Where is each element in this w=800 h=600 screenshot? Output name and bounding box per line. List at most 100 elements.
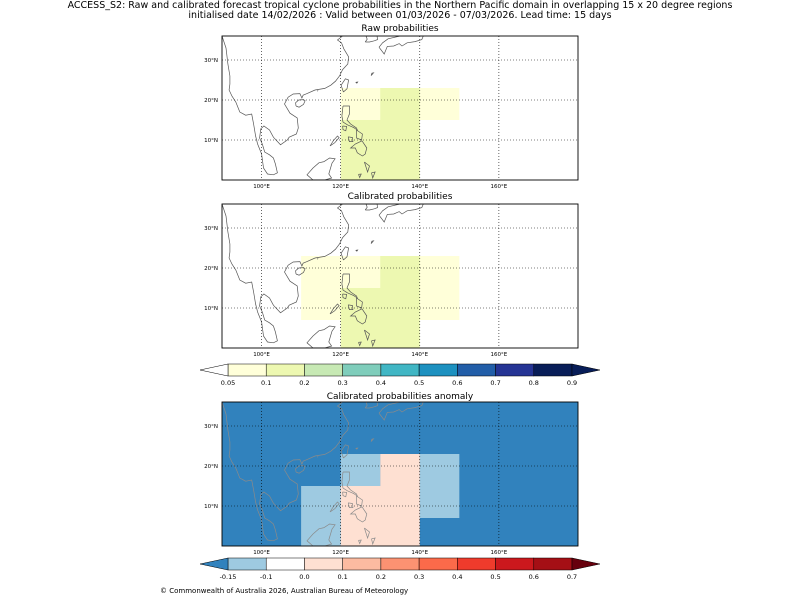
colorbar-tick-label: 0.5 <box>490 573 500 581</box>
coastline-island <box>340 78 349 93</box>
colorbar-anomaly: -0.15 -0.1 0.0 0.1 0.2 0.3 0.4 0.5 0.6 0.7 <box>199 557 601 581</box>
lat-tick-label: 20°N <box>204 266 218 272</box>
colorbar-tick-label: -0.15 <box>220 573 237 581</box>
map-frame <box>221 401 579 547</box>
colorbar-segment <box>304 363 343 377</box>
map-frame <box>221 35 579 181</box>
coastline-island <box>364 161 370 174</box>
colorbar-extend-high <box>571 557 601 571</box>
coastline-mainland <box>222 402 349 542</box>
colorbar-extend-high <box>571 363 601 377</box>
colorbar-tick-label: 0.7 <box>567 573 577 581</box>
colorbar-segment <box>457 557 496 571</box>
header-line-2: initialised date 14/02/2026 : Valid betw… <box>188 10 612 21</box>
coastline-island <box>342 125 348 132</box>
coastline-island <box>370 240 375 244</box>
lat-tick-label: 30°N <box>204 58 218 64</box>
panel-title-anomaly: Calibrated probabilities anomaly <box>326 392 474 402</box>
lon-tick-label: 160°E <box>491 550 508 556</box>
colorbar-extend-low <box>199 557 229 571</box>
probability-cell <box>340 288 420 348</box>
map-frame <box>221 203 579 349</box>
coastline-island <box>356 129 363 141</box>
coastline-island <box>317 456 319 458</box>
probability-cell <box>301 486 341 546</box>
lon-tick-label: 100°E <box>253 352 270 358</box>
coastline-island <box>371 171 376 180</box>
colorbar-segment <box>418 557 458 571</box>
colorbar-tick-label: 0.8 <box>529 379 539 387</box>
colorbar-tick-label: -0.1 <box>260 573 273 581</box>
coastline-mainland <box>222 204 349 344</box>
colorbar-tick-label: 0.1 <box>261 379 271 387</box>
coastline-island <box>358 341 362 347</box>
coastline-island <box>342 491 348 498</box>
coastline-island <box>370 438 375 442</box>
colorbar-tick-label: 0.9 <box>567 379 577 387</box>
colorbar-segment <box>533 557 573 571</box>
colorbar-segment <box>457 363 496 377</box>
colorbar-tick-label: 0.7 <box>490 379 500 387</box>
coastline-island <box>306 325 336 348</box>
colorbar-tick-label: 0.5 <box>414 379 424 387</box>
coastline-island <box>371 537 376 546</box>
colorbar-extend-low <box>199 363 229 377</box>
lon-tick-label: 100°E <box>253 550 270 556</box>
coastline-island <box>355 249 359 252</box>
coastline-island <box>329 501 340 513</box>
lat-tick-label: 10°N <box>204 504 218 510</box>
colorbar-tick-label: 0.0 <box>299 573 309 581</box>
coastline-island <box>317 90 319 92</box>
colorbar-segment <box>418 363 458 377</box>
probability-cell <box>380 256 420 288</box>
colorbar-tick-label: 0.6 <box>452 379 462 387</box>
colorbar-tick-label: 0.6 <box>529 573 539 581</box>
coastline-island <box>370 72 375 76</box>
lon-tick-label: 160°E <box>491 184 508 190</box>
colorbar-tick-label: 0.1 <box>337 573 347 581</box>
lon-tick-label: 140°E <box>411 352 428 358</box>
coastline-island <box>341 105 359 131</box>
map-panel-2: 100°E 120°E 140°E 160°E 10°N 20°N 30°N <box>204 203 579 358</box>
lon-tick-label: 140°E <box>411 184 428 190</box>
colorbar-probability: 0.05 0.1 0.2 0.3 0.4 0.5 0.6 0.7 0.8 0.9 <box>199 363 601 387</box>
colorbar-tick-label: 0.4 <box>452 573 462 581</box>
coastline-island <box>295 465 306 474</box>
coastline-island <box>364 204 378 211</box>
colorbar-segment <box>342 363 382 377</box>
colorbar-segment <box>265 363 305 377</box>
coastline-island <box>378 402 424 421</box>
colorbar-tick-label: 0.3 <box>337 379 347 387</box>
colorbar-tick-label: 0.2 <box>299 379 309 387</box>
map-panel-3: 100°E 120°E 140°E 160°E 10°N 20°N 30°N <box>204 401 579 556</box>
lat-tick-label: 30°N <box>204 424 218 430</box>
probability-cell <box>380 454 420 486</box>
coastline-island <box>364 402 378 409</box>
coastline-island <box>356 495 363 507</box>
colorbar-segment <box>380 363 420 377</box>
colorbar-tick-label: 0.2 <box>376 573 386 581</box>
coastline-island <box>329 303 340 315</box>
colorbar-segment <box>227 363 267 377</box>
coastline-island <box>306 157 336 180</box>
copyright-footer: © Commonwealth of Australia 2026, Austra… <box>160 587 409 595</box>
header-line-1: ACCESS_S2: Raw and calibrated forecast t… <box>67 0 733 11</box>
lat-tick-label: 20°N <box>204 464 218 470</box>
coastline-island <box>364 527 370 540</box>
lat-tick-label: 10°N <box>204 306 218 312</box>
coastline-island <box>356 297 363 309</box>
coastline-island <box>355 447 359 450</box>
coastline-island <box>358 539 362 545</box>
coastline-island <box>349 140 368 157</box>
colorbar-segment <box>380 557 420 571</box>
lon-tick-label: 140°E <box>411 550 428 556</box>
panel-title-raw: Raw probabilities <box>361 24 439 34</box>
coastline-island <box>295 99 306 108</box>
lon-tick-label: 120°E <box>332 184 349 190</box>
colorbar-segment <box>533 363 573 377</box>
coastline-island <box>317 258 319 260</box>
colorbar-tick-label: 0.05 <box>221 379 235 387</box>
coastline-island <box>340 246 349 261</box>
coastline-island <box>342 293 348 300</box>
